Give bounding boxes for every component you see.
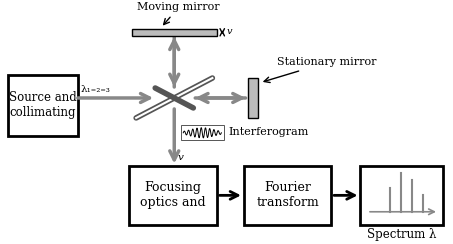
Text: v: v: [227, 27, 232, 36]
Bar: [130, 166, 217, 225]
Bar: [244, 166, 331, 225]
Text: v: v: [178, 153, 184, 162]
Text: Focusing
optics and: Focusing optics and: [140, 181, 206, 209]
Text: Fourier
transform: Fourier transform: [256, 181, 319, 209]
Bar: [132, 29, 217, 36]
Bar: [8, 74, 78, 135]
Text: Moving mirror: Moving mirror: [137, 2, 220, 25]
Text: Source and
collimating: Source and collimating: [9, 91, 77, 119]
Bar: [181, 125, 224, 140]
Bar: [361, 166, 443, 225]
Text: Spectrum λ: Spectrum λ: [367, 228, 437, 241]
Text: Interferogram: Interferogram: [228, 127, 308, 137]
Bar: [248, 78, 258, 118]
Text: λ₁₌₂₌₃: λ₁₌₂₌₃: [80, 85, 110, 94]
Text: Stationary mirror: Stationary mirror: [264, 58, 377, 82]
